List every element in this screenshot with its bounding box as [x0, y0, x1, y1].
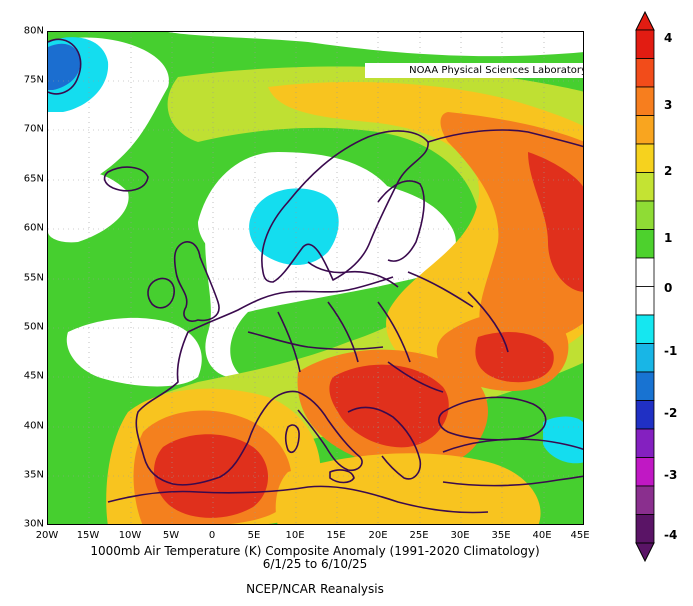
- data-source: NCEP/NCAR Reanalysis: [246, 582, 384, 596]
- lon-label: 10E: [285, 530, 305, 541]
- neutral-zone-british-isles: [66, 317, 202, 387]
- colorbar-segment: [635, 314, 655, 344]
- lon-label: 0: [208, 530, 216, 541]
- lon-label: 15W: [76, 530, 100, 541]
- hot-zone-balkans-core: [329, 364, 449, 448]
- colorbar-arrow-down: [635, 542, 655, 563]
- colorbar-label: -4: [664, 528, 678, 542]
- lon-label: 20W: [35, 530, 59, 541]
- colorbar-segment: [635, 115, 655, 145]
- map-panel: NOAA Physical Sciences Laboratory: [47, 31, 584, 525]
- lat-label: 40N: [23, 420, 44, 432]
- colorbar-legend: 4 3 2 1 0 -1 -2 -3 -4: [630, 8, 690, 588]
- colorbar-segment: [635, 343, 655, 373]
- lat-label: 80N: [23, 25, 44, 37]
- colorbar-label: -3: [664, 468, 678, 482]
- neutral-zone-greenland-coast: [48, 171, 129, 243]
- colorbar-segment: [635, 428, 655, 458]
- lat-label: 55N: [23, 272, 44, 284]
- colorbar-segment: [635, 400, 655, 430]
- lon-label: 15E: [326, 530, 346, 541]
- lat-label: 45N: [23, 370, 44, 382]
- lon-label: 30E: [450, 530, 470, 541]
- colorbar-segment: [635, 29, 655, 59]
- lon-label: 5W: [162, 530, 180, 541]
- lat-label: 75N: [23, 74, 44, 86]
- lat-label: 35N: [23, 469, 44, 481]
- hot-zone-black-sea-core: [475, 332, 554, 383]
- neutral-zone-arctic: [168, 32, 583, 57]
- lon-label: 40E: [532, 530, 552, 541]
- colorbar-segment: [635, 229, 655, 259]
- lon-label: 35E: [491, 530, 511, 541]
- lon-label: 25E: [409, 530, 429, 541]
- colorbar-label: -2: [664, 406, 678, 420]
- date-range: 6/1/25 to 6/10/25: [262, 557, 368, 571]
- colorbar-segment: [635, 86, 655, 116]
- colorbar-segment: [635, 371, 655, 401]
- coastlines: [48, 38, 583, 514]
- lon-label: 20E: [368, 530, 388, 541]
- very-cold-zone-greenland: [48, 43, 81, 90]
- lon-label: 45E: [570, 530, 590, 541]
- colorbar-label: 4: [664, 31, 673, 45]
- hot-zone-iberia-core: [153, 434, 268, 518]
- lat-label: 60N: [23, 222, 44, 234]
- warm-zone-far-east: [528, 152, 583, 292]
- lat-label: 50N: [23, 321, 44, 333]
- colorbar-segment: [635, 485, 655, 515]
- credit-label: NOAA Physical Sciences Laboratory: [365, 63, 583, 78]
- lat-label: 70N: [23, 123, 44, 135]
- colorbar-segment: [635, 514, 655, 544]
- colorbar-segment: [635, 172, 655, 202]
- cold-zone-east-med: [543, 416, 583, 464]
- colorbar: [635, 10, 655, 563]
- lon-label: 10W: [118, 530, 142, 541]
- map-title: 1000mb Air Temperature (K) Composite Ano…: [90, 544, 540, 558]
- colorbar-label: 1: [664, 231, 673, 245]
- colorbar-arrow-up: [635, 10, 655, 31]
- colorbar-segment: [635, 200, 655, 230]
- lat-label: 65N: [23, 173, 44, 185]
- colorbar-segment: [635, 257, 655, 287]
- colorbar-segment: [635, 58, 655, 88]
- lon-label: 5E: [247, 530, 261, 541]
- colorbar-segment: [635, 286, 655, 316]
- anomaly-map: [48, 32, 583, 524]
- colorbar-label: 2: [664, 164, 673, 178]
- warm-zone-mediterranean: [275, 453, 541, 524]
- colorbar-label: 0: [664, 281, 673, 295]
- colorbar-label: 3: [664, 98, 673, 112]
- lat-label: 30N: [23, 518, 44, 530]
- colorbar-segment: [635, 143, 655, 173]
- colorbar-label: -1: [664, 344, 678, 358]
- cold-zone-scandinavia: [249, 188, 339, 265]
- colorbar-segment: [635, 457, 655, 487]
